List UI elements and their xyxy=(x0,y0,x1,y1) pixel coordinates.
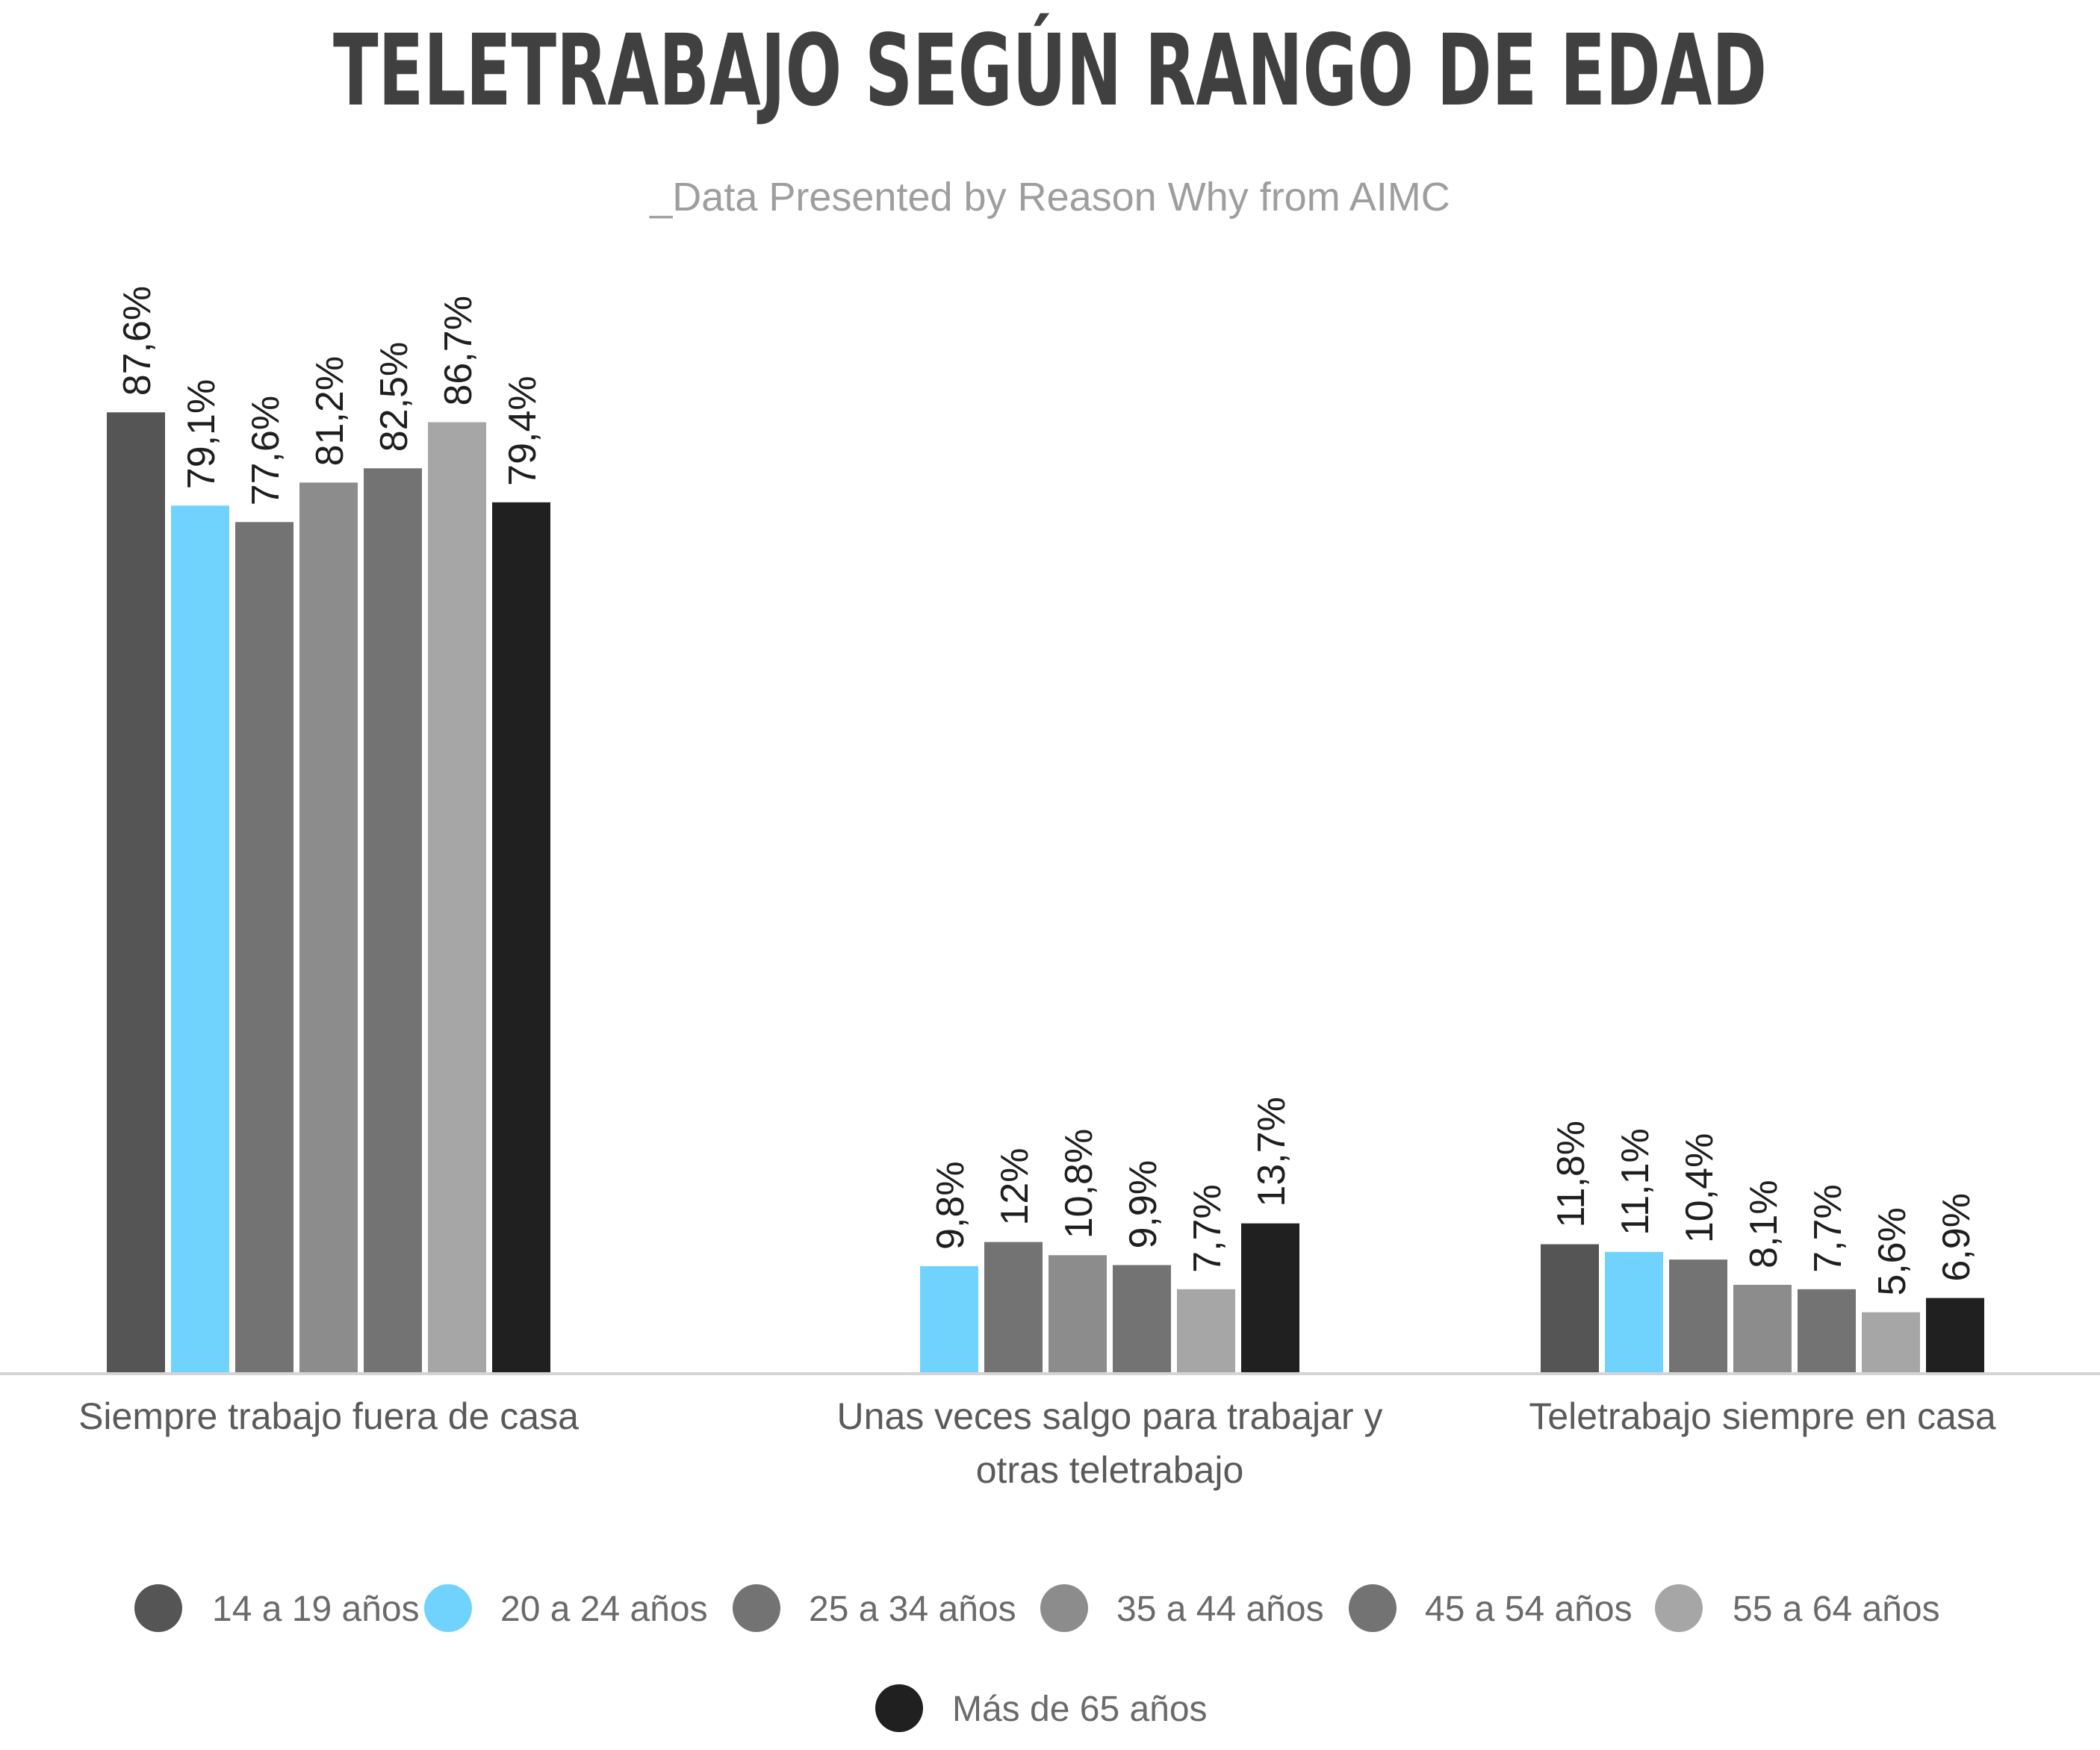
category-label: Siempre trabajo fuera de casa xyxy=(78,1395,579,1437)
bar xyxy=(920,1265,978,1374)
bar xyxy=(1605,1251,1663,1374)
data-label: 79,1% xyxy=(180,379,223,489)
bar xyxy=(1733,1284,1792,1374)
legend: 14 a 19 años 20 a 24 años 25 a 34 años 35 a… xyxy=(134,1584,1940,1732)
data-label: 6,9% xyxy=(1935,1193,1978,1282)
bar xyxy=(1113,1265,1171,1374)
bar xyxy=(1541,1244,1599,1374)
bar xyxy=(1798,1289,1856,1374)
data-label: 9,9% xyxy=(1122,1160,1165,1249)
data-label: 5,6% xyxy=(1871,1207,1914,1296)
data-label: 11,1% xyxy=(1614,1128,1657,1236)
bar xyxy=(1177,1289,1235,1374)
chart-title: TELETRABAJO SEGÚN RANGO DE EDAD xyxy=(333,13,1767,128)
bar xyxy=(235,522,293,1374)
bar xyxy=(1862,1312,1920,1374)
bar xyxy=(1926,1298,1984,1374)
legend-swatch xyxy=(1655,1584,1703,1632)
data-label: 12% xyxy=(993,1148,1037,1226)
data-label: 10,8% xyxy=(1057,1129,1101,1239)
bar xyxy=(1669,1259,1727,1374)
legend-swatch xyxy=(1040,1584,1088,1632)
data-label: 11,8% xyxy=(1550,1121,1593,1228)
legend-swatch xyxy=(875,1684,923,1732)
data-label: 7,7% xyxy=(1186,1184,1229,1273)
legend-swatch xyxy=(134,1584,182,1632)
bar xyxy=(299,482,358,1374)
chart-subtitle: _Data Presented by Reason Why from AIMC xyxy=(649,175,1450,219)
category-label: Teletrabajo siempre en casa xyxy=(1529,1395,1996,1437)
category-labels: Siempre trabajo fuera de casa Unas veces … xyxy=(78,1395,1996,1491)
bar xyxy=(364,468,422,1374)
data-label: 13,7% xyxy=(1250,1097,1293,1206)
bar xyxy=(428,422,486,1374)
legend-label: 35 a 44 años xyxy=(1116,1589,1324,1629)
data-label: 9,8% xyxy=(929,1161,972,1250)
legend-swatch xyxy=(424,1584,472,1632)
legend-swatch xyxy=(1349,1584,1397,1632)
data-label: 79,4% xyxy=(501,376,544,485)
data-label: 77,6% xyxy=(244,396,288,505)
bar xyxy=(984,1242,1043,1374)
data-label: 82,5% xyxy=(373,342,416,452)
data-label: 10,4% xyxy=(1678,1133,1721,1243)
plot-area: 87,6% 79,1% 77,6% 81,2% 82,5% 86,7% 79,4% 9,8% 1… xyxy=(107,286,1984,1374)
data-label: 86,7% xyxy=(437,296,480,405)
category-label: Unas veces salgo para trabajar y otras te… xyxy=(837,1395,1383,1491)
legend-label: 25 a 34 años xyxy=(809,1589,1016,1629)
legend-label: 14 a 19 años xyxy=(212,1589,420,1629)
legend-swatch xyxy=(733,1584,780,1632)
data-label: 7,7% xyxy=(1807,1184,1850,1273)
bar xyxy=(1241,1223,1299,1374)
legend-label: 45 a 54 años xyxy=(1425,1589,1633,1629)
legend-label: 20 a 24 años xyxy=(500,1589,708,1629)
legend-label: Más de 65 años xyxy=(952,1690,1208,1729)
data-label: 87,6% xyxy=(116,286,159,396)
data-label: 81,2% xyxy=(308,356,352,466)
bar xyxy=(1049,1255,1107,1374)
bar xyxy=(171,505,229,1374)
bar xyxy=(107,412,165,1374)
bar xyxy=(492,502,550,1374)
data-label: 8,1% xyxy=(1742,1180,1786,1268)
legend-label: 55 a 64 años xyxy=(1733,1589,1940,1629)
